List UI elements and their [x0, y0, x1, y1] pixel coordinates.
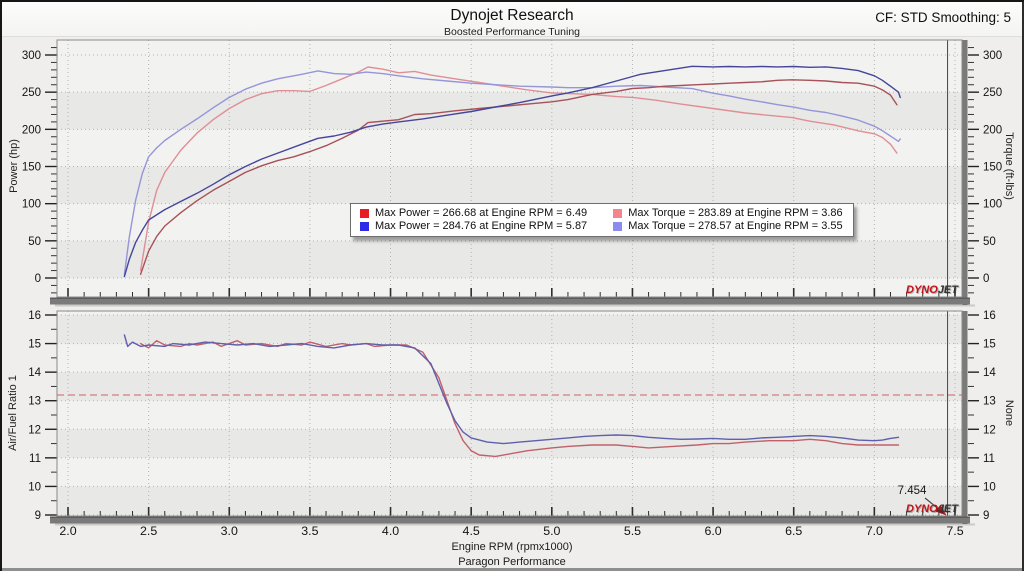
svg-text:5.5: 5.5 [624, 524, 641, 538]
svg-text:3.0: 3.0 [221, 524, 238, 538]
none-axis-title: None [1003, 399, 1015, 427]
dynojet-logo-part1: DYNO [906, 503, 938, 515]
svg-text:50: 50 [28, 236, 41, 248]
svg-text:100: 100 [983, 199, 1002, 211]
svg-text:12: 12 [28, 424, 41, 436]
svg-text:6.5: 6.5 [785, 524, 802, 538]
max-values-legend: Max Power = 266.68 at Engine RPM = 6.49 M… [350, 203, 854, 237]
svg-text:7.0: 7.0 [866, 524, 883, 538]
svg-text:100: 100 [22, 199, 41, 211]
legend-label: Max Torque = 278.57 at Engine RPM = 3.55 [628, 220, 843, 232]
afr-axis-title: Air/Fuel Ratio 1 [7, 375, 19, 451]
svg-text:200: 200 [22, 124, 41, 136]
series-afr-blue [123, 334, 900, 445]
dynojet-logo-bottom: DYNOJET [868, 503, 958, 515]
svg-text:11: 11 [29, 453, 41, 465]
dynojet-logo-part1: DYNO [906, 284, 938, 296]
svg-text:200: 200 [983, 124, 1002, 136]
svg-text:13: 13 [983, 396, 996, 408]
svg-text:4.0: 4.0 [382, 524, 399, 538]
torque-axis-title: Torque (ft-lbs) [1003, 132, 1015, 200]
svg-text:15: 15 [983, 339, 996, 351]
legend-entry: Max Power = 266.68 at Engine RPM = 6.49 [360, 207, 587, 219]
dynojet-logo-top: DYNOJET [868, 284, 958, 296]
svg-text:0: 0 [35, 273, 41, 285]
x-axis-title: Engine RPM (rpmx1000) [451, 541, 573, 553]
svg-text:50: 50 [983, 236, 996, 248]
svg-text:9: 9 [35, 510, 41, 522]
svg-text:5.0: 5.0 [543, 524, 560, 538]
svg-text:2.5: 2.5 [140, 524, 157, 538]
series-afr-red [139, 340, 900, 458]
legend-swatch [613, 208, 623, 218]
svg-text:4.5: 4.5 [463, 524, 480, 538]
svg-text:2.0: 2.0 [59, 524, 76, 538]
series-torque-red [139, 66, 898, 272]
svg-text:7.5: 7.5 [946, 524, 963, 538]
svg-text:6.0: 6.0 [704, 524, 721, 538]
legend-entry: Max Torque = 278.57 at Engine RPM = 3.55 [613, 220, 843, 232]
cursor-rpm-label: 7.454 [897, 485, 927, 497]
legend-label: Max Torque = 283.89 at Engine RPM = 3.86 [628, 207, 843, 219]
svg-text:16: 16 [28, 310, 41, 322]
series-power-blue [123, 65, 901, 278]
dynojet-logo-part2: JET [937, 284, 958, 296]
svg-text:10: 10 [28, 481, 41, 493]
cursor-annotation-arrowhead [935, 504, 947, 516]
svg-text:13: 13 [28, 396, 41, 408]
svg-text:9: 9 [983, 510, 989, 522]
legend-label: Max Power = 284.76 at Engine RPM = 5.87 [375, 220, 588, 232]
legend-label: Max Power = 266.68 at Engine RPM = 6.49 [375, 207, 588, 219]
plot-area [57, 40, 962, 297]
svg-text:16: 16 [983, 310, 996, 322]
series-torque-blue [123, 70, 901, 275]
correction-smoothing-readout: CF: STD Smoothing: 5 [875, 10, 1011, 25]
svg-text:0: 0 [983, 273, 989, 285]
svg-text:250: 250 [22, 87, 41, 99]
plot-area [57, 311, 962, 516]
svg-text:14: 14 [28, 367, 41, 379]
svg-text:11: 11 [983, 453, 995, 465]
power-axis-title: Power (hp) [8, 139, 20, 193]
legend-entry: Max Power = 284.76 at Engine RPM = 5.87 [360, 220, 587, 232]
dynojet-logo-part2: JET [937, 503, 958, 515]
svg-text:15: 15 [28, 339, 41, 351]
svg-text:300: 300 [983, 50, 1002, 62]
legend-swatch [360, 221, 369, 231]
svg-text:10: 10 [983, 481, 996, 493]
svg-text:3.5: 3.5 [301, 524, 318, 538]
svg-text:150: 150 [983, 162, 1002, 174]
series-power-red [139, 79, 898, 275]
shop-credit: Paragon Performance [458, 556, 566, 568]
legend-swatch [613, 221, 623, 231]
svg-text:12: 12 [983, 424, 996, 436]
legend-entry: Max Torque = 283.89 at Engine RPM = 3.86 [613, 207, 843, 219]
svg-text:150: 150 [22, 162, 41, 174]
svg-text:250: 250 [983, 87, 1002, 99]
svg-text:14: 14 [983, 367, 996, 379]
svg-text:300: 300 [22, 50, 41, 62]
legend-swatch [360, 208, 369, 218]
